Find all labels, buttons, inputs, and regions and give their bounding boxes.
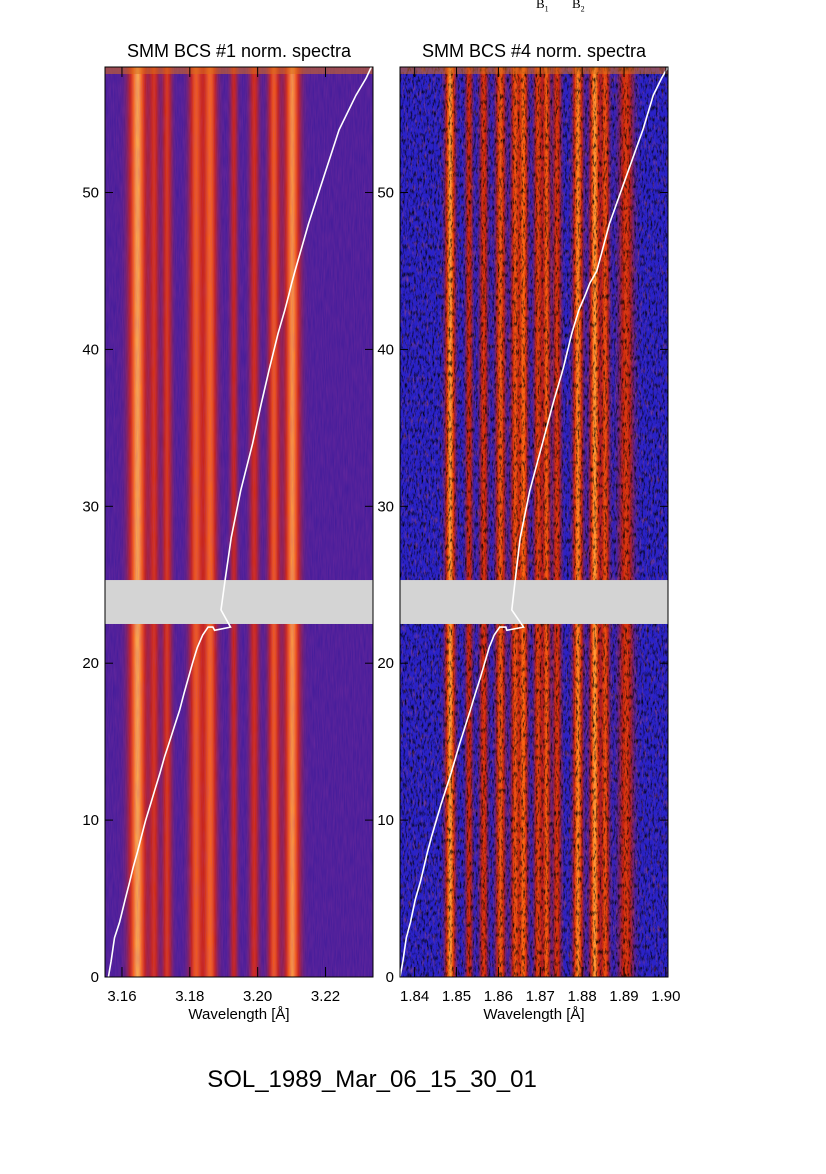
y-tick-label-1-4: 40 <box>82 341 99 358</box>
y-tick-label-2-0: 0 <box>386 969 394 986</box>
y-tick-label-2-4: 40 <box>377 341 394 358</box>
y-tick-label-1-3: 30 <box>82 498 99 515</box>
figure-footer-title: SOL_1989_Mar_06_15_30_01 <box>207 1066 537 1093</box>
panel-1: 3.16 3.18 3.20 3.22 0 10 20 30 40 50 SMM BCS #1 no… <box>82 41 374 1023</box>
x-tick-label-2-2: 1.86 <box>484 988 513 1005</box>
x-tick-label-1-2: 3.20 <box>243 988 272 1005</box>
plot-frame-1 <box>104 66 374 978</box>
top-mark-b1: B1 <box>536 0 549 14</box>
x-tick-label-2-3: 1.87 <box>526 988 555 1005</box>
x-tick-label-2-0: 1.84 <box>400 988 429 1005</box>
x-tick-label-2-4: 1.88 <box>568 988 597 1005</box>
x-tick-label-2-5: 1.89 <box>609 988 638 1005</box>
x-tick-label-2-6: 1.90 <box>651 988 680 1005</box>
x-tick-label-2-1: 1.85 <box>442 988 471 1005</box>
overlay-curve-1 <box>107 66 373 978</box>
top-mark-b1-letter: B <box>536 0 545 11</box>
panel-title-2: SMM BCS #4 norm. spectra <box>422 41 647 61</box>
x-axis-label-2: Wavelength [Å] <box>483 1006 584 1023</box>
heatmap-noise-red-2 <box>400 67 668 977</box>
top-mark-b2-letter: B <box>572 0 581 11</box>
x-tick-label-1-3: 3.22 <box>311 988 340 1005</box>
y-tick-label-2-5: 50 <box>377 185 394 202</box>
top-mark-b2-sub: 2 <box>580 4 585 14</box>
heatmap-noise-1 <box>105 67 373 977</box>
panel-title-1: SMM BCS #1 norm. spectra <box>127 41 352 61</box>
panel-2: 1.84 1.85 1.86 1.87 1.88 1.89 1.90 0 10 20 30 40 50 S… <box>377 41 680 1023</box>
heatmap-top-strip-2 <box>400 67 668 74</box>
heatmap-top-strip-1 <box>105 67 373 74</box>
y-tick-label-1-2: 20 <box>82 655 99 672</box>
y-tick-label-1-1: 10 <box>82 812 99 829</box>
top-mark-b1-sub: 1 <box>544 4 549 14</box>
top-mark-b2: B2 <box>572 0 585 14</box>
data-gap-band-1 <box>105 580 373 624</box>
y-tick-label-1-0: 0 <box>91 969 99 986</box>
data-gap-band-2 <box>400 580 668 624</box>
x-axis-label-1: Wavelength [Å] <box>188 1006 289 1023</box>
y-tick-label-2-3: 30 <box>377 498 394 515</box>
y-tick-label-2-1: 10 <box>377 812 394 829</box>
x-tick-label-1-1: 3.18 <box>175 988 204 1005</box>
overlay-curve-2 <box>399 66 669 978</box>
y-tick-label-2-2: 20 <box>377 655 394 672</box>
x-tick-label-1-0: 3.16 <box>107 988 136 1005</box>
y-tick-label-1-5: 50 <box>82 185 99 202</box>
plot-frame-2 <box>399 66 669 978</box>
